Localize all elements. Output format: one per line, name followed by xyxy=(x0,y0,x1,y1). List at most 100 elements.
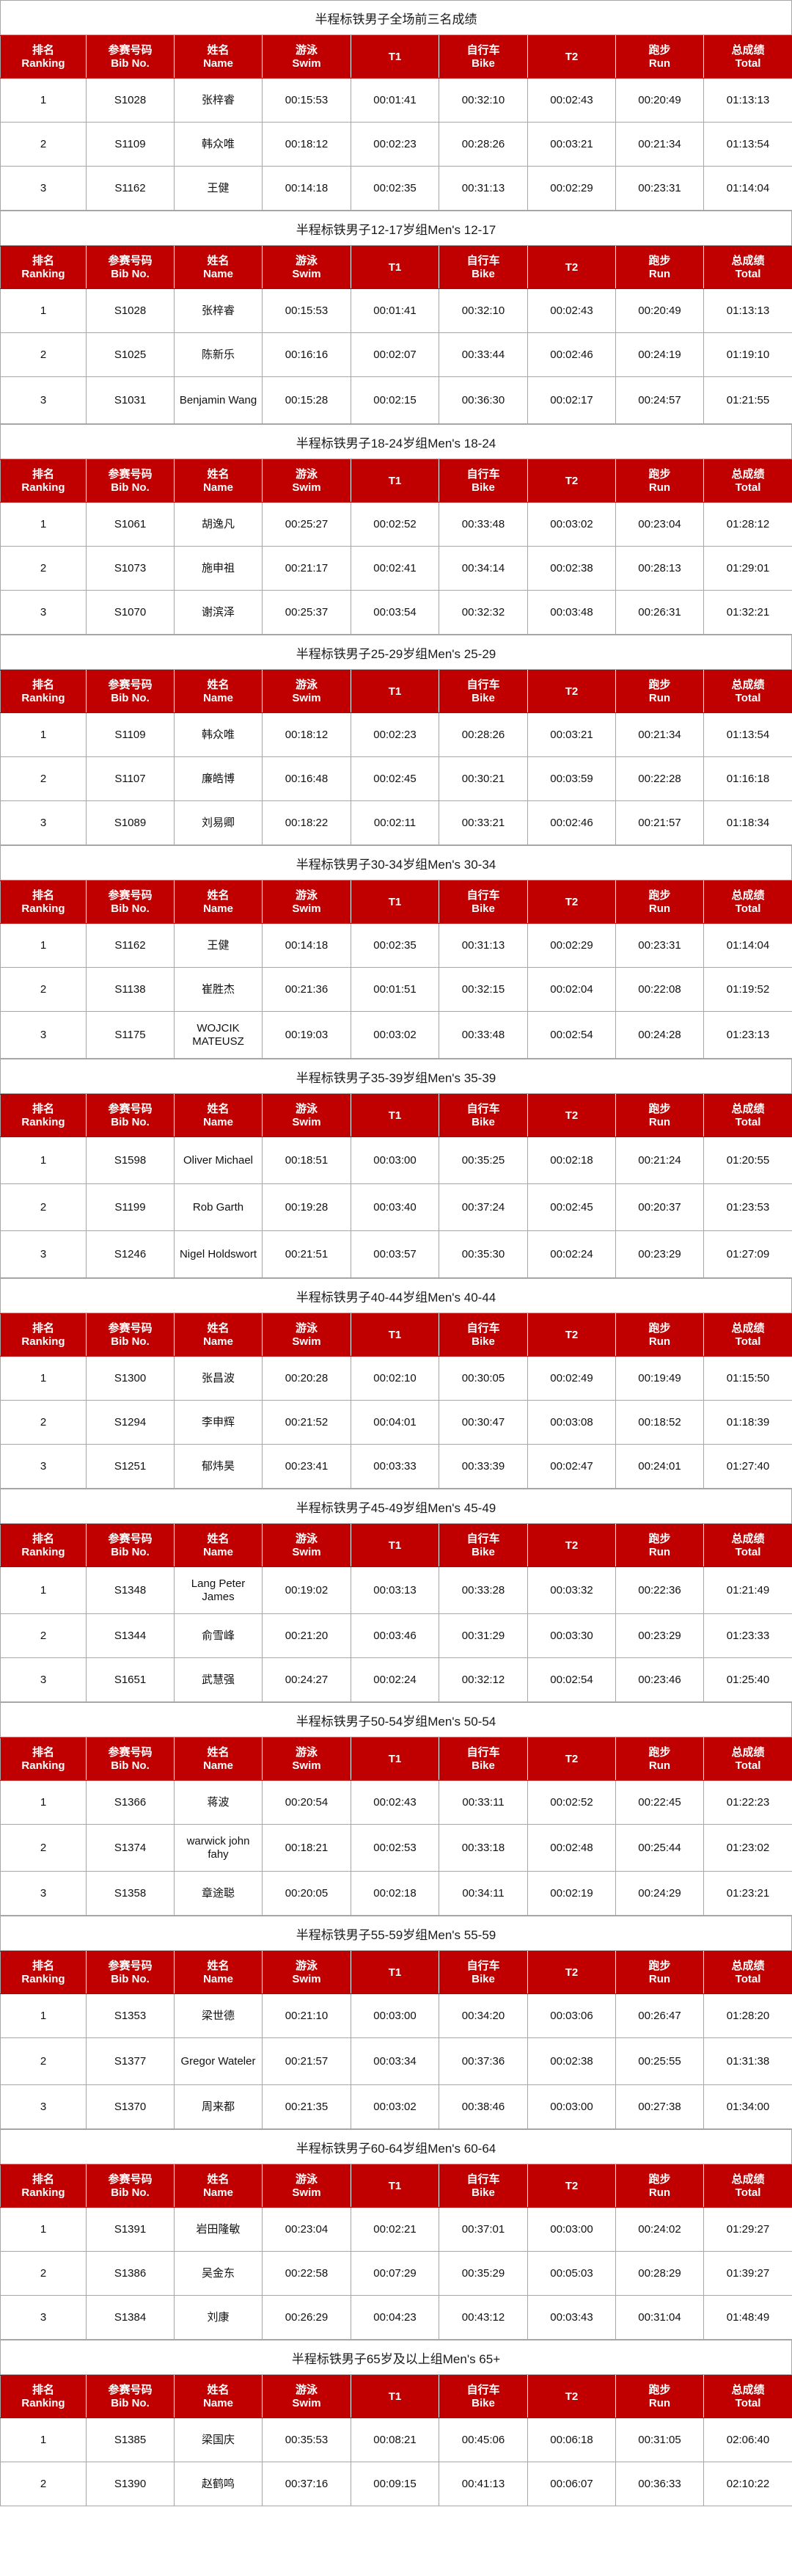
column-header-name[interactable]: 姓名 Name xyxy=(174,2375,263,2418)
column-header-bib[interactable]: 参赛号码 Bib No. xyxy=(86,1951,175,1994)
column-header-total[interactable]: 总成绩 Total xyxy=(703,1524,792,1567)
column-header-t2[interactable]: T2 xyxy=(527,880,616,924)
column-header-name[interactable]: 姓名 Name xyxy=(174,246,263,289)
table-row[interactable]: 2 S1199 Rob Garth 00:19:28 00:03:40 00:37:24 0… xyxy=(0,1183,792,1231)
table-row[interactable]: 3 S1370 周来都 00:21:35 00:03:02 00:38:46 00:03:0… xyxy=(0,2084,792,2129)
column-header-bib[interactable]: 参赛号码 Bib No. xyxy=(86,459,175,503)
column-header-t2[interactable]: T2 xyxy=(527,1524,616,1567)
table-row[interactable]: 2 S1025 陈新乐 00:16:16 00:02:07 00:33:44 00:02:4… xyxy=(0,332,792,377)
table-row[interactable]: 1 S1598 Oliver Michael 00:18:51 00:03:00 00:3… xyxy=(0,1136,792,1184)
table-row[interactable]: 2 S1377 Gregor Wateler 00:21:57 00:03:34 00:3… xyxy=(0,2037,792,2085)
table-row[interactable]: 3 S1162 王健 00:14:18 00:02:35 00:31:13 00:02:29… xyxy=(0,166,792,211)
column-header-total[interactable]: 总成绩 Total xyxy=(703,1951,792,1994)
column-header-rank[interactable]: 排名 Ranking xyxy=(0,459,87,503)
column-header-run[interactable]: 跑步 Run xyxy=(615,1951,704,1994)
column-header-name[interactable]: 姓名 Name xyxy=(174,2164,263,2208)
column-header-t1[interactable]: T1 xyxy=(351,1524,439,1567)
column-header-bib[interactable]: 参赛号码 Bib No. xyxy=(86,246,175,289)
column-header-name[interactable]: 姓名 Name xyxy=(174,1094,263,1137)
column-header-run[interactable]: 跑步 Run xyxy=(615,1094,704,1137)
column-header-rank[interactable]: 排名 Ranking xyxy=(0,1951,87,1994)
table-row[interactable]: 2 S1138 崔胜杰 00:21:36 00:01:51 00:32:15 00:02:0… xyxy=(0,967,792,1012)
column-header-bike[interactable]: 自行车 Bike xyxy=(439,1524,528,1567)
column-header-t2[interactable]: T2 xyxy=(527,2164,616,2208)
column-header-name[interactable]: 姓名 Name xyxy=(174,1313,263,1357)
column-header-rank[interactable]: 排名 Ranking xyxy=(0,246,87,289)
column-header-total[interactable]: 总成绩 Total xyxy=(703,1313,792,1357)
column-header-run[interactable]: 跑步 Run xyxy=(615,2164,704,2208)
table-row[interactable]: 2 S1386 吴金东 00:22:58 00:07:29 00:35:29 00:05:0… xyxy=(0,2251,792,2296)
table-row[interactable]: 3 S1031 Benjamin Wang 00:15:28 00:02:15 00:36… xyxy=(0,376,792,424)
column-header-bike[interactable]: 自行车 Bike xyxy=(439,459,528,503)
table-row[interactable]: 1 S1300 张昌波 00:20:28 00:02:10 00:30:05 00:02:4… xyxy=(0,1356,792,1401)
table-row[interactable]: 3 S1384 刘康 00:26:29 00:04:23 00:43:12 00:03:43… xyxy=(0,2295,792,2340)
table-row[interactable]: 1 S1366 蒋波 00:20:54 00:02:43 00:33:11 00:02:52… xyxy=(0,1780,792,1825)
column-header-name[interactable]: 姓名 Name xyxy=(174,670,263,713)
table-row[interactable]: 1 S1353 梁世德 00:21:10 00:03:00 00:34:20 00:03:0… xyxy=(0,1993,792,2038)
column-header-bib[interactable]: 参赛号码 Bib No. xyxy=(86,1313,175,1357)
table-row[interactable]: 1 S1061 胡逸凡 00:25:27 00:02:52 00:33:48 00:03:0… xyxy=(0,502,792,547)
column-header-rank[interactable]: 排名 Ranking xyxy=(0,35,87,79)
column-header-t2[interactable]: T2 xyxy=(527,1737,616,1781)
table-row[interactable]: 2 S1073 施申祖 00:21:17 00:02:41 00:34:14 00:02:3… xyxy=(0,546,792,591)
column-header-bike[interactable]: 自行车 Bike xyxy=(439,2164,528,2208)
column-header-t2[interactable]: T2 xyxy=(527,459,616,503)
table-row[interactable]: 1 S1028 张梓睿 00:15:53 00:01:41 00:32:10 00:02:4… xyxy=(0,288,792,333)
column-header-swim[interactable]: 游泳 Swim xyxy=(262,1524,351,1567)
column-header-bike[interactable]: 自行车 Bike xyxy=(439,2375,528,2418)
column-header-name[interactable]: 姓名 Name xyxy=(174,1737,263,1781)
column-header-swim[interactable]: 游泳 Swim xyxy=(262,1313,351,1357)
column-header-t1[interactable]: T1 xyxy=(351,35,439,79)
column-header-run[interactable]: 跑步 Run xyxy=(615,246,704,289)
column-header-swim[interactable]: 游泳 Swim xyxy=(262,1094,351,1137)
column-header-swim[interactable]: 游泳 Swim xyxy=(262,880,351,924)
table-row[interactable]: 1 S1028 张梓睿 00:15:53 00:01:41 00:32:10 00:02:4… xyxy=(0,78,792,123)
column-header-bib[interactable]: 参赛号码 Bib No. xyxy=(86,670,175,713)
column-header-total[interactable]: 总成绩 Total xyxy=(703,2164,792,2208)
column-header-swim[interactable]: 游泳 Swim xyxy=(262,459,351,503)
table-row[interactable]: 2 S1344 俞雪峰 00:21:20 00:03:46 00:31:29 00:03:3… xyxy=(0,1613,792,1658)
column-header-total[interactable]: 总成绩 Total xyxy=(703,1094,792,1137)
column-header-swim[interactable]: 游泳 Swim xyxy=(262,2375,351,2418)
column-header-swim[interactable]: 游泳 Swim xyxy=(262,2164,351,2208)
column-header-t1[interactable]: T1 xyxy=(351,2164,439,2208)
column-header-bib[interactable]: 参赛号码 Bib No. xyxy=(86,35,175,79)
column-header-total[interactable]: 总成绩 Total xyxy=(703,246,792,289)
column-header-run[interactable]: 跑步 Run xyxy=(615,670,704,713)
column-header-bib[interactable]: 参赛号码 Bib No. xyxy=(86,1094,175,1137)
table-row[interactable]: 3 S1358 章途聪 00:20:05 00:02:18 00:34:11 00:02:1… xyxy=(0,1871,792,1916)
table-row[interactable]: 1 S1391 岩田隆敏 00:23:04 00:02:21 00:37:01 00:03:… xyxy=(0,2207,792,2252)
column-header-bike[interactable]: 自行车 Bike xyxy=(439,1094,528,1137)
table-row[interactable]: 2 S1107 廉皓博 00:16:48 00:02:45 00:30:21 00:03:5… xyxy=(0,756,792,801)
column-header-bike[interactable]: 自行车 Bike xyxy=(439,35,528,79)
column-header-swim[interactable]: 游泳 Swim xyxy=(262,670,351,713)
column-header-t2[interactable]: T2 xyxy=(527,670,616,713)
column-header-t2[interactable]: T2 xyxy=(527,35,616,79)
column-header-t1[interactable]: T1 xyxy=(351,1094,439,1137)
table-row[interactable]: 1 S1348 Lang Peter James 00:19:02 00:03:13 00… xyxy=(0,1566,792,1614)
column-header-rank[interactable]: 排名 Ranking xyxy=(0,2164,87,2208)
table-row[interactable]: 2 S1374 warwick john fahy 00:18:21 00:02:53 0… xyxy=(0,1824,792,1872)
table-row[interactable]: 3 S1089 刘易卿 00:18:22 00:02:11 00:33:21 00:02:4… xyxy=(0,800,792,845)
column-header-bib[interactable]: 参赛号码 Bib No. xyxy=(86,1737,175,1781)
column-header-bib[interactable]: 参赛号码 Bib No. xyxy=(86,2164,175,2208)
column-header-run[interactable]: 跑步 Run xyxy=(615,2375,704,2418)
column-header-rank[interactable]: 排名 Ranking xyxy=(0,1313,87,1357)
column-header-name[interactable]: 姓名 Name xyxy=(174,459,263,503)
table-row[interactable]: 1 S1385 梁国庆 00:35:53 00:08:21 00:45:06 00:06:1… xyxy=(0,2418,792,2462)
column-header-name[interactable]: 姓名 Name xyxy=(174,1524,263,1567)
column-header-swim[interactable]: 游泳 Swim xyxy=(262,1951,351,1994)
table-row[interactable]: 3 S1070 谢滨泽 00:25:37 00:03:54 00:32:32 00:03:4… xyxy=(0,590,792,635)
table-row[interactable]: 2 S1294 李申辉 00:21:52 00:04:01 00:30:47 00:03:0… xyxy=(0,1400,792,1445)
column-header-t1[interactable]: T1 xyxy=(351,1737,439,1781)
column-header-name[interactable]: 姓名 Name xyxy=(174,880,263,924)
column-header-t2[interactable]: T2 xyxy=(527,1313,616,1357)
column-header-run[interactable]: 跑步 Run xyxy=(615,1524,704,1567)
column-header-run[interactable]: 跑步 Run xyxy=(615,35,704,79)
table-row[interactable]: 3 S1175 WOJCIK MATEUSZ 00:19:03 00:03:02 00:3… xyxy=(0,1011,792,1059)
table-row[interactable]: 3 S1246 Nigel Holdswort 00:21:51 00:03:57 00:… xyxy=(0,1230,792,1278)
column-header-run[interactable]: 跑步 Run xyxy=(615,459,704,503)
column-header-bike[interactable]: 自行车 Bike xyxy=(439,1737,528,1781)
column-header-rank[interactable]: 排名 Ranking xyxy=(0,1094,87,1137)
column-header-t2[interactable]: T2 xyxy=(527,246,616,289)
